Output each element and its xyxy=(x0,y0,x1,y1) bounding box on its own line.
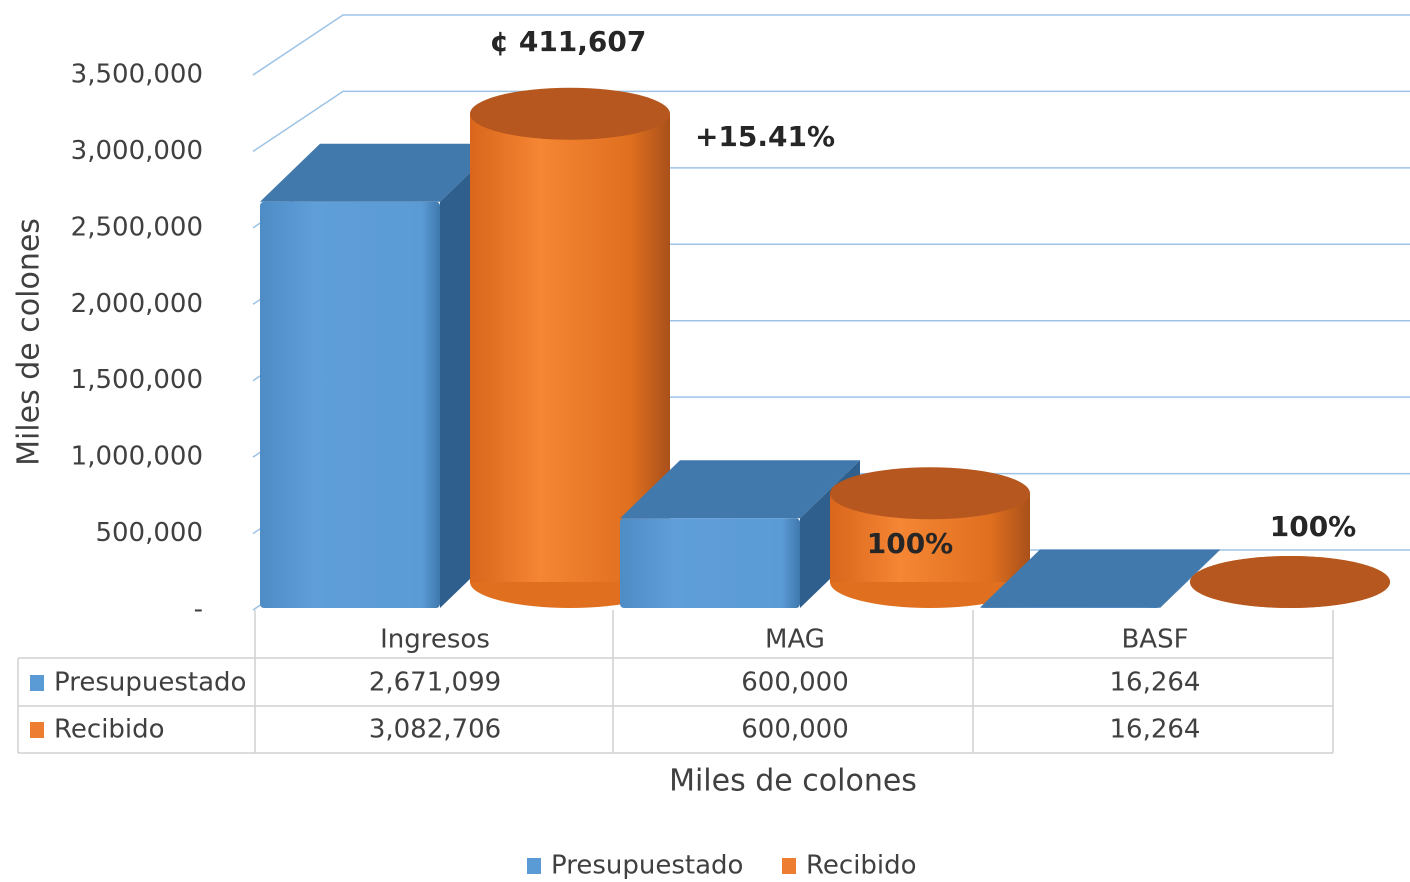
bar xyxy=(980,549,1220,608)
bar xyxy=(1190,556,1390,608)
y-tick-label: 1,000,000 xyxy=(71,442,203,472)
x-tick-label: BASF xyxy=(1121,625,1188,655)
bar-face xyxy=(260,201,440,609)
y-tick-label: 1,500,000 xyxy=(71,365,203,395)
bar-face xyxy=(980,549,1220,608)
x-tick-label: Ingresos xyxy=(380,625,490,655)
bar-face xyxy=(470,87,670,140)
y-axis-title: Miles de colones xyxy=(12,218,47,466)
legend-swatch xyxy=(527,858,541,874)
legend-label: Recibido xyxy=(806,851,917,881)
bar-face xyxy=(260,143,500,202)
table-cell: 16,264 xyxy=(1110,668,1201,698)
legend-swatch xyxy=(782,858,796,874)
bar xyxy=(830,467,1030,608)
y-tick-label: 3,000,000 xyxy=(71,136,203,166)
bar-face xyxy=(830,467,1030,520)
y-tick-label: 500,000 xyxy=(95,518,203,548)
annotation: +15.41% xyxy=(695,120,835,153)
bar-face xyxy=(620,518,800,608)
y-tick-label: 2,500,000 xyxy=(71,212,203,242)
legend-key xyxy=(30,675,44,691)
grid-line xyxy=(252,14,1410,76)
annotation: 100% xyxy=(1270,510,1357,543)
table-cell: 3,082,706 xyxy=(369,715,501,745)
table-cell: 600,000 xyxy=(741,668,849,698)
annotation: 100% xyxy=(867,527,954,560)
bar-face xyxy=(1190,556,1390,608)
y-tick-label: - xyxy=(194,595,203,625)
table-cell: 2,671,099 xyxy=(369,668,501,698)
y-tick-label: 2,000,000 xyxy=(71,289,203,319)
legend-key xyxy=(30,722,44,738)
annotation: ¢ 411,607 xyxy=(490,25,647,58)
table-row-label: Presupuestado xyxy=(54,668,246,698)
table-cell: 16,264 xyxy=(1110,715,1201,745)
bar-face xyxy=(1160,549,1220,608)
table-row-label: Recibido xyxy=(54,715,165,745)
bar xyxy=(260,143,500,609)
legend-label: Presupuestado xyxy=(551,851,743,881)
bar-face xyxy=(620,460,860,519)
table-cell: 600,000 xyxy=(741,715,849,745)
x-tick-label: MAG xyxy=(765,625,825,655)
x-axis-title: Miles de colones xyxy=(669,764,917,799)
grid-line xyxy=(252,90,1410,153)
y-tick-label: 3,500,000 xyxy=(71,60,203,90)
